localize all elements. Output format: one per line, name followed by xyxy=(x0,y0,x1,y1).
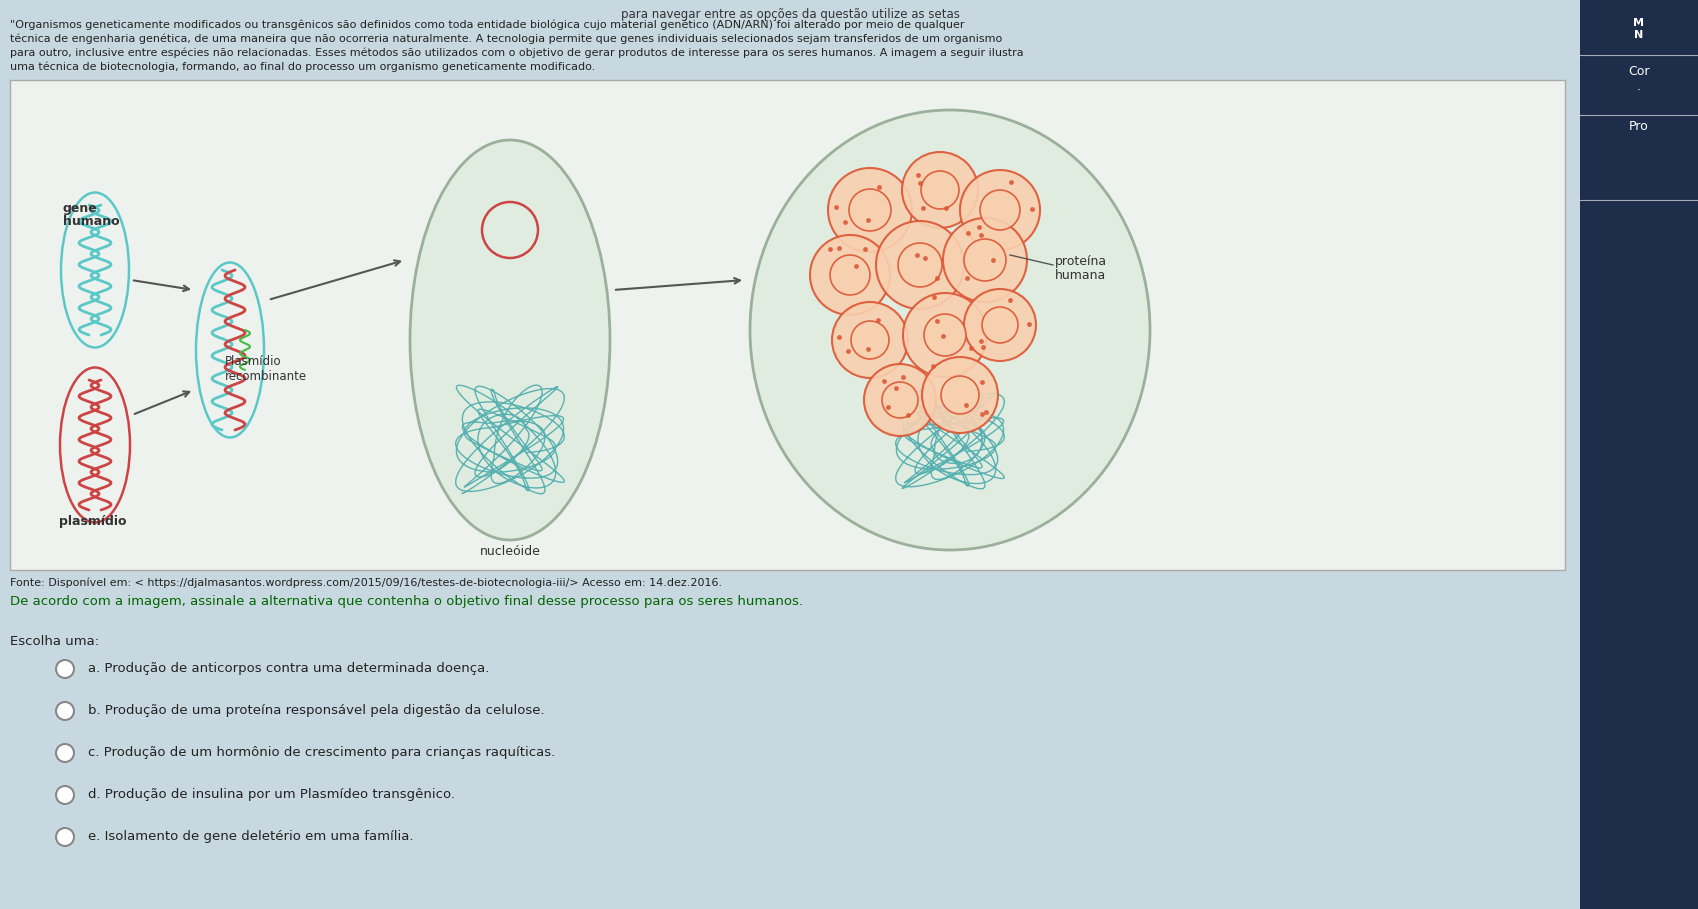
Ellipse shape xyxy=(409,140,610,540)
Text: Pro: Pro xyxy=(1628,120,1649,133)
Circle shape xyxy=(864,364,936,436)
Circle shape xyxy=(56,786,75,804)
Circle shape xyxy=(920,171,959,209)
Text: proteína: proteína xyxy=(1054,255,1107,268)
Text: para outro, inclusive entre espécies não relacionadas. Esses métodos são utiliza: para outro, inclusive entre espécies não… xyxy=(10,48,1024,58)
Ellipse shape xyxy=(751,110,1150,550)
Circle shape xyxy=(902,152,978,228)
Text: humano: humano xyxy=(63,215,119,228)
Circle shape xyxy=(903,293,987,377)
Text: e. Isolamento de gene deletério em uma família.: e. Isolamento de gene deletério em uma f… xyxy=(88,830,414,843)
Circle shape xyxy=(851,321,890,359)
Circle shape xyxy=(881,382,919,418)
Text: Fonte: Disponível em: < https://djalmasantos.wordpress.com/2015/09/16/testes-de-: Fonte: Disponível em: < https://djalmasa… xyxy=(10,578,722,588)
Circle shape xyxy=(959,170,1039,250)
Text: De acordo com a imagem, assinale a alternativa que contenha o objetivo final des: De acordo com a imagem, assinale a alter… xyxy=(10,595,803,608)
Text: d. Produção de insulina por um Plasmídeo transgênico.: d. Produção de insulina por um Plasmídeo… xyxy=(88,788,455,801)
Text: b. Produção de uma proteína responsável pela digestão da celulose.: b. Produção de uma proteína responsável … xyxy=(88,704,545,717)
Text: nucleóide: nucleóide xyxy=(479,545,540,558)
Circle shape xyxy=(832,302,908,378)
Circle shape xyxy=(941,376,980,414)
Text: M: M xyxy=(1633,18,1644,28)
Circle shape xyxy=(830,255,869,295)
Text: plasmídio: plasmídio xyxy=(59,515,126,528)
Text: "Organismos geneticamente modificados ou transgênicos são definidos como toda en: "Organismos geneticamente modificados ou… xyxy=(10,20,964,31)
Circle shape xyxy=(829,168,912,252)
Text: Plasmídio: Plasmídio xyxy=(226,355,282,368)
Circle shape xyxy=(942,218,1027,302)
Circle shape xyxy=(56,744,75,762)
Text: recombinante: recombinante xyxy=(226,370,307,383)
Circle shape xyxy=(898,243,942,287)
Circle shape xyxy=(980,190,1020,230)
Text: humana: humana xyxy=(1054,269,1107,282)
Text: Escolha uma:: Escolha uma: xyxy=(10,635,98,648)
Text: c. Produção de um hormônio de crescimento para crianças raquíticas.: c. Produção de um hormônio de cresciment… xyxy=(88,746,555,759)
Circle shape xyxy=(981,307,1019,343)
Text: a. Produção de anticorpos contra uma determinada doença.: a. Produção de anticorpos contra uma det… xyxy=(88,662,489,675)
Bar xyxy=(1581,0,1698,909)
Text: Cor: Cor xyxy=(1628,65,1650,78)
Text: N: N xyxy=(1635,30,1644,40)
Text: gene: gene xyxy=(63,202,98,215)
Circle shape xyxy=(922,357,998,433)
Circle shape xyxy=(876,221,964,309)
Circle shape xyxy=(924,314,966,356)
Text: uma técnica de biotecnologia, formando, ao final do processo um organismo geneti: uma técnica de biotecnologia, formando, … xyxy=(10,62,596,73)
Circle shape xyxy=(56,660,75,678)
Text: técnica de engenharia genética, de uma maneira que não ocorreria naturalmente. A: técnica de engenharia genética, de uma m… xyxy=(10,34,1002,45)
Text: .: . xyxy=(1637,80,1640,93)
Text: para navegar entre as opções da questão utilize as setas: para navegar entre as opções da questão … xyxy=(620,8,959,21)
Circle shape xyxy=(964,289,1036,361)
Circle shape xyxy=(56,702,75,720)
Circle shape xyxy=(964,239,1005,281)
Circle shape xyxy=(810,235,890,315)
Bar xyxy=(10,80,1566,570)
Circle shape xyxy=(56,828,75,846)
Circle shape xyxy=(849,189,891,231)
